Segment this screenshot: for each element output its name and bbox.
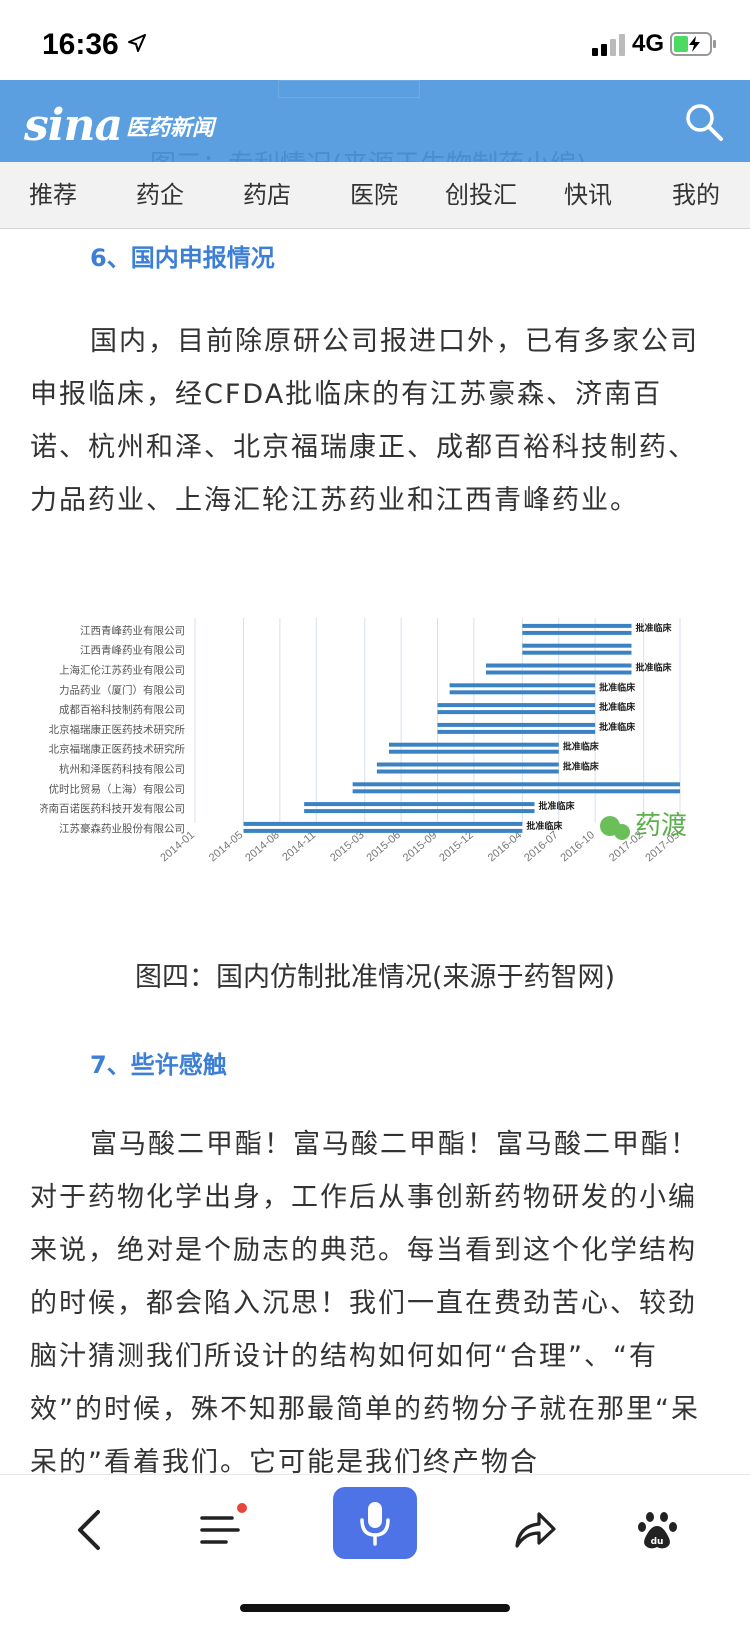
network-type: 4G xyxy=(632,30,665,57)
gantt-bar xyxy=(486,670,632,675)
notification-dot xyxy=(237,1503,247,1513)
gantt-bar xyxy=(389,749,559,754)
x-tick-label: 2016-07 xyxy=(522,829,561,864)
back-button[interactable] xyxy=(55,1495,125,1565)
share-button[interactable] xyxy=(500,1495,570,1565)
gantt-bar xyxy=(522,630,632,635)
company-label: 江苏豪森药业股份有限公司 xyxy=(59,822,185,835)
article-paragraph-2: 富马酸二甲酯！富马酸二甲酯！富马酸二甲酯！对于药物化学出身，工作后从事创新药物研… xyxy=(30,1129,700,1478)
logo-sina-text: sina xyxy=(24,100,123,151)
company-label: 力品药业（厦门）有限公司 xyxy=(59,683,185,696)
company-label: 江西青峰药业有限公司 xyxy=(80,644,185,657)
x-tick-label: 2016-10 xyxy=(558,829,597,864)
x-tick-label: 2014-05 xyxy=(207,829,246,864)
gantt-bar xyxy=(352,789,680,794)
article-paragraph-1: 国内，目前除原研公司报进口外，已有多家公司申报临床，经CFDA批临床的有江苏豪森… xyxy=(30,326,699,516)
gantt-bar xyxy=(486,663,632,668)
x-tick-label: 2016-04 xyxy=(486,829,525,864)
gantt-bar xyxy=(437,703,596,708)
status-time: 16:36 xyxy=(42,28,119,61)
watermark-label: 药渡 xyxy=(635,811,687,841)
company-label: 成都百裕科技制药有限公司 xyxy=(59,703,185,716)
cellular-signal-icon xyxy=(592,34,625,56)
company-label: 杭州和泽医药科技有限公司 xyxy=(59,763,185,776)
baidu-paw-icon: du xyxy=(638,1512,677,1549)
tab-venture[interactable]: 创投汇 xyxy=(445,181,517,209)
bottom-toolbar: du xyxy=(0,1474,750,1625)
gantt-bar xyxy=(522,650,632,655)
data-label: 批准临床 xyxy=(563,741,600,753)
gantt-bar xyxy=(376,769,559,774)
company-label: 上海汇伦江苏药业有限公司 xyxy=(59,664,185,677)
data-label: 批准临床 xyxy=(599,681,636,693)
x-tick-label: 2015-12 xyxy=(437,829,476,864)
gantt-bar xyxy=(376,762,559,767)
gantt-bar xyxy=(304,802,535,807)
gantt-bar xyxy=(449,690,596,695)
search-icon[interactable] xyxy=(684,102,724,142)
channel-tabs: 推荐 药企 药店 医院 创投汇 快讯 我的 xyxy=(0,162,750,229)
baidu-button[interactable]: du xyxy=(623,1495,693,1565)
section-6-title: 6、国内申报情况 xyxy=(90,244,275,272)
company-label: 江西青峰药业有限公司 xyxy=(80,624,185,637)
tab-flash-news[interactable]: 快讯 xyxy=(564,181,612,209)
voice-input-button[interactable] xyxy=(333,1487,417,1559)
logo-sub-text: 医药新闻 xyxy=(126,116,215,141)
gantt-bar xyxy=(243,828,523,833)
data-label: 批准临床 xyxy=(526,820,563,832)
wechat-icon xyxy=(614,824,630,840)
gantt-bar xyxy=(449,683,596,688)
menu-lines-icon xyxy=(200,1516,240,1544)
company-label: 北京福瑞康正医药技术研究所 xyxy=(49,723,186,736)
data-label: 批准临床 xyxy=(539,800,576,812)
menu-button[interactable] xyxy=(185,1495,255,1565)
app-header: 图三：专利情况(来源于生物制药小编) sina 医药新闻 xyxy=(0,80,750,162)
tab-pharmacies[interactable]: 药店 xyxy=(243,181,291,209)
gantt-bar xyxy=(243,821,523,826)
gantt-bar xyxy=(522,623,632,628)
gantt-bar xyxy=(437,710,596,715)
gantt-bar xyxy=(437,722,596,727)
share-arrow-icon xyxy=(515,1512,556,1548)
data-label: 批准临床 xyxy=(636,662,673,674)
overlapped-caption: 图三：专利情况(来源于生物制药小编) xyxy=(150,144,586,162)
sina-medicine-logo[interactable]: sina 医药新闻 xyxy=(24,94,214,148)
x-tick-label: 2014-08 xyxy=(243,829,282,864)
status-bar: 16:36 4G xyxy=(0,0,750,80)
data-label: 批准临床 xyxy=(636,622,673,634)
tab-hospitals[interactable]: 医院 xyxy=(350,181,398,209)
data-label: 批准临床 xyxy=(599,701,636,713)
x-tick-label: 2015-06 xyxy=(364,829,403,864)
company-label: 优时比贸易（上海）有限公司 xyxy=(49,782,186,795)
gantt-bar xyxy=(437,729,596,734)
tab-me[interactable]: 我的 xyxy=(672,181,720,209)
data-label: 批准临床 xyxy=(563,761,600,773)
company-label: 北京福瑞康正医药技术研究所 xyxy=(49,743,186,756)
microphone-icon xyxy=(360,1502,390,1546)
gantt-bar xyxy=(304,809,535,814)
location-arrow-icon xyxy=(128,34,146,52)
home-indicator xyxy=(240,1604,510,1612)
tab-pharma-companies[interactable]: 药企 xyxy=(136,181,184,209)
overlapped-image-edge xyxy=(278,80,420,98)
battery-charging-icon xyxy=(670,32,716,56)
data-label: 批准临床 xyxy=(599,721,636,733)
chevron-left-icon xyxy=(78,1510,100,1550)
gantt-bar xyxy=(389,742,559,747)
tab-recommend[interactable]: 推荐 xyxy=(29,181,77,209)
gantt-bar xyxy=(522,643,632,648)
company-label: 济南百诺医药科技开发有限公司 xyxy=(40,802,185,815)
x-tick-label: 2014-11 xyxy=(280,829,318,864)
x-tick-label: 2015-09 xyxy=(401,829,440,864)
section-7-title: 7、些许感触 xyxy=(90,1051,227,1079)
figure-4-caption: 图四：国内仿制批准情况(来源于药智网) xyxy=(134,962,616,993)
gantt-bar xyxy=(352,782,680,787)
svg-text:du: du xyxy=(651,1537,664,1547)
x-tick-label: 2015-03 xyxy=(328,829,367,864)
